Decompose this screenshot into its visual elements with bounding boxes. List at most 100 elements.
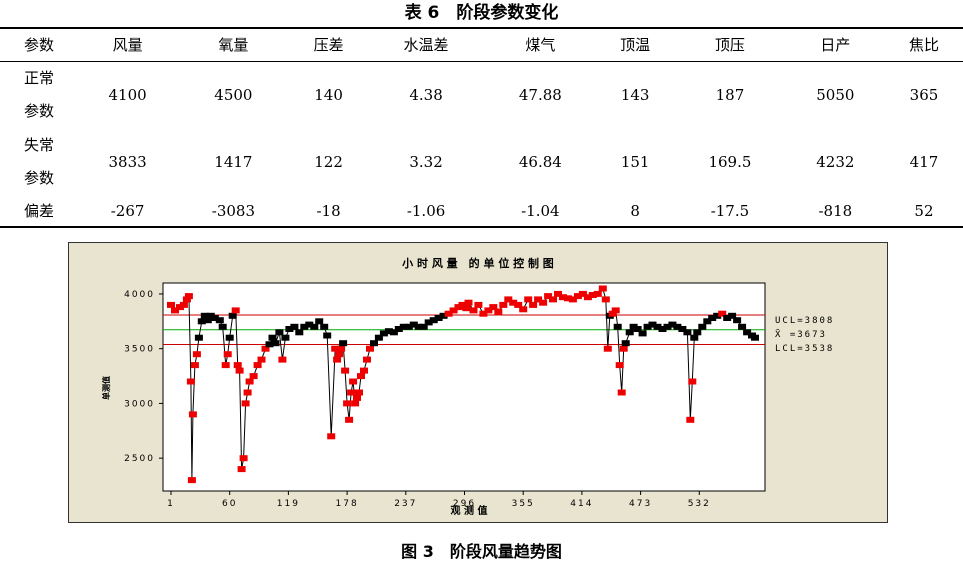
data-point <box>221 362 230 369</box>
data-point <box>658 326 667 332</box>
control-chart-frame: 小 时 风 量 的 单 位 控 制 图 观 测 值 单测值 1 60 119 178 2… <box>68 242 888 523</box>
data-point <box>245 378 254 385</box>
data-series <box>167 285 759 484</box>
data-point <box>257 356 266 363</box>
row-label-line: 失常 <box>23 135 54 154</box>
data-point <box>419 323 428 330</box>
data-point <box>690 334 699 341</box>
data-point <box>349 378 358 385</box>
table-cell: 187 <box>715 85 745 104</box>
data-point <box>598 285 607 292</box>
data-point <box>399 323 408 330</box>
data-point <box>434 315 443 321</box>
data-point <box>617 389 626 396</box>
data-point <box>210 315 219 321</box>
x-tick-label: 1 <box>167 499 175 509</box>
data-point <box>621 340 630 347</box>
data-point <box>341 367 350 374</box>
table-cell: 3833 <box>108 152 147 171</box>
control-limit-label: LCL=3538 <box>775 344 834 354</box>
data-point <box>484 307 493 314</box>
axis-ticks: 1 60 119 178 237 296 355 414 473 532 2500 3000 3500 4… <box>124 290 709 509</box>
data-point <box>458 301 467 308</box>
header-cell: 日产 <box>785 27 885 62</box>
data-point <box>225 334 234 341</box>
data-point <box>464 299 473 306</box>
table-cell: 169.5 <box>708 152 752 171</box>
data-point <box>184 293 193 300</box>
y-axis-label: 单测值 <box>101 376 111 400</box>
data-point <box>253 362 262 369</box>
data-point <box>619 345 628 352</box>
data-point <box>519 306 528 313</box>
data-point <box>327 433 336 440</box>
data-point <box>167 301 175 308</box>
table-cell: 1417 <box>214 152 253 171</box>
data-point <box>668 321 677 328</box>
header-cell: 焦比 <box>884 27 963 62</box>
data-point <box>738 323 747 330</box>
header-cell: 氧量 <box>177 27 290 62</box>
table-cell: 46.84 <box>518 152 562 171</box>
data-point <box>601 296 610 303</box>
data-point <box>424 319 433 326</box>
data-point <box>192 351 201 358</box>
data-point <box>469 307 478 314</box>
table-cell: 4100 <box>108 85 147 104</box>
table-cell: 4232 <box>816 152 855 171</box>
data-point <box>290 323 299 330</box>
x-tick-label: 414 <box>570 499 593 509</box>
data-point <box>200 312 209 319</box>
data-point <box>703 318 712 325</box>
data-point <box>374 334 383 341</box>
data-point <box>564 295 572 302</box>
data-point <box>379 330 388 337</box>
data-point <box>693 329 702 336</box>
data-point <box>343 400 352 407</box>
data-point <box>663 323 672 330</box>
row-label: 偏差 <box>0 195 78 228</box>
row-label-line: 正常 <box>23 68 54 87</box>
data-point <box>648 321 657 328</box>
data-point <box>218 323 227 330</box>
x-axis-label: 观 测 值 <box>451 504 488 517</box>
data-point <box>300 323 309 330</box>
data-point <box>733 317 742 324</box>
data-point <box>339 340 348 347</box>
data-point <box>549 296 557 303</box>
table-header-row: 参数 风量 氧量 压差 水温差 煤气 顶温 顶压 日产 焦比 <box>0 27 963 62</box>
data-point <box>179 301 188 308</box>
data-point <box>223 351 232 358</box>
data-point <box>404 323 413 330</box>
data-point <box>514 301 523 308</box>
data-point <box>578 290 587 297</box>
chart-title: 小 时 风 量 的 单 位 控 制 图 <box>401 256 554 270</box>
figure-caption: 图 3 阶段风量趋势图 <box>401 542 562 561</box>
table-cell: 151 <box>620 152 650 171</box>
parameter-table: 参数 风量 氧量 压差 水温差 煤气 顶温 顶压 日产 焦比 正常 参数 410… <box>0 27 963 228</box>
data-point <box>633 326 642 332</box>
data-point <box>494 308 503 315</box>
data-point <box>243 389 252 396</box>
table-cell: 417 <box>909 152 939 171</box>
data-point <box>355 389 363 396</box>
control-chart: 小 时 风 量 的 单 位 控 制 图 观 测 值 单测值 1 60 119 178 2… <box>101 256 834 517</box>
data-point <box>228 312 237 319</box>
header-cell: 顶温 <box>596 27 675 62</box>
data-point <box>315 318 324 325</box>
data-point <box>357 373 365 380</box>
table-cell: 47.88 <box>518 85 562 104</box>
data-point <box>539 299 548 306</box>
data-point <box>643 323 652 330</box>
data-point <box>231 307 240 314</box>
data-point <box>489 304 498 311</box>
row-label: 失常 参数 <box>0 128 78 195</box>
control-limit-label: X̄ =3673 <box>775 328 827 340</box>
table-row-abnormal: 失常 参数 3833 1417 122 3.32 46.84 151 169.5… <box>0 128 963 195</box>
header-cell: 压差 <box>289 27 368 62</box>
data-point <box>268 334 277 341</box>
data-point <box>718 310 727 317</box>
table-cell: -1.04 <box>484 195 597 228</box>
data-point <box>345 416 354 423</box>
table-row-normal: 正常 参数 4100 4500 140 4.38 47.88 143 187 5… <box>0 61 963 128</box>
